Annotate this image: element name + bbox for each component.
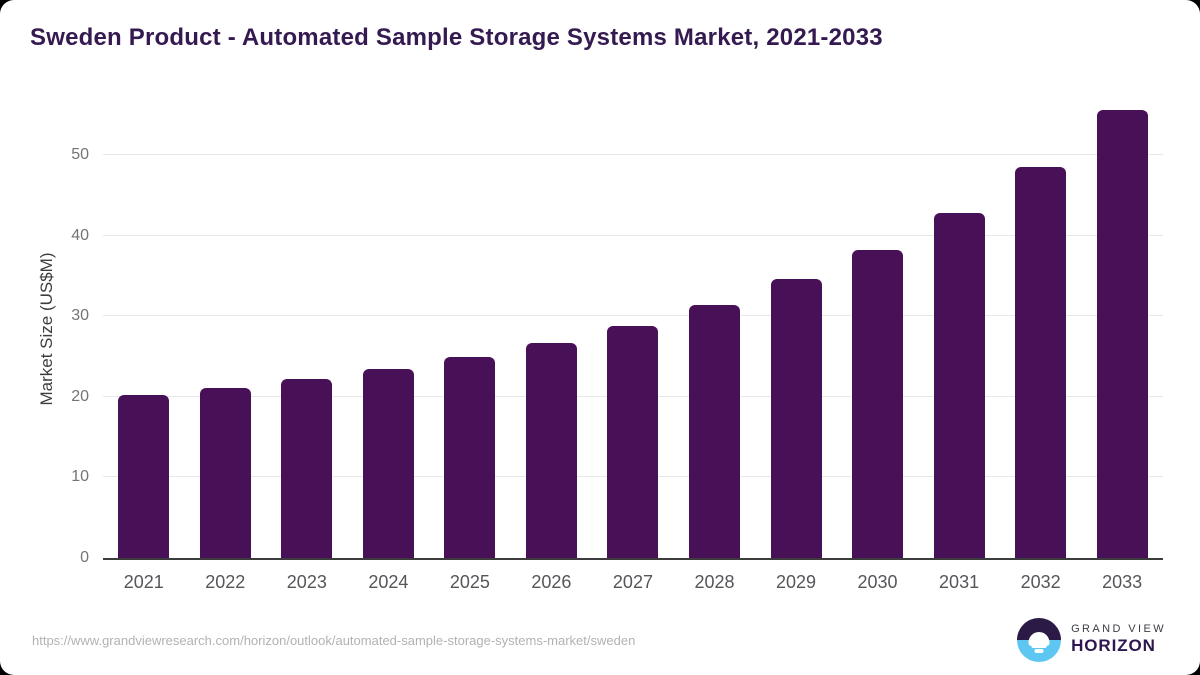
gridline [103, 234, 1163, 236]
bar-2032[interactable] [1015, 167, 1067, 558]
x-axis-label: 2033 [1102, 572, 1143, 592]
logo-sun-dome-icon [1028, 631, 1050, 646]
bar-2025[interactable] [444, 356, 496, 558]
plot-area: 0 10 20 30 40 50 2021 2022 2023 2024 2025 2026 2027 2… [71, 99, 1163, 591]
y-tick-label: 20 [71, 387, 89, 405]
y-tick-label: 10 [71, 468, 89, 486]
y-tick-label: 40 [71, 226, 89, 244]
bar-slot: 2033 [1081, 99, 1163, 591]
bar-2022[interactable] [199, 388, 251, 558]
horizon-logo-icon [1017, 618, 1062, 662]
brand-name-top: GRAND VIEW [1071, 623, 1166, 636]
gridline [103, 315, 1163, 317]
bar-2031[interactable] [933, 213, 985, 558]
y-axis-title: Market Size (US$M) [37, 252, 56, 406]
bar-slot: 2025 [429, 99, 511, 591]
bar-slot: 2026 [511, 99, 593, 591]
bar-slot: 2032 [1000, 99, 1082, 591]
x-axis-label: 2023 [286, 572, 327, 592]
bar-2029[interactable] [770, 278, 822, 558]
bar-2033[interactable] [1096, 110, 1148, 558]
y-tick-label: 50 [71, 146, 89, 164]
x-axis-label: 2031 [939, 572, 980, 592]
bar-slot: 2023 [266, 99, 348, 591]
bar-slot: 2031 [918, 99, 1000, 591]
x-axis-label: 2024 [368, 572, 409, 592]
x-axis-label: 2021 [123, 572, 164, 592]
x-axis-label: 2027 [612, 572, 653, 592]
bar-2028[interactable] [688, 305, 740, 558]
bar-2030[interactable] [852, 250, 904, 558]
brand-name-bottom: HORIZON [1071, 636, 1156, 656]
x-axis-label: 2022 [205, 572, 246, 592]
bar-slot: 2024 [348, 99, 430, 591]
y-tick-label: 30 [71, 307, 89, 325]
chart-title: Sweden Product - Automated Sample Storag… [30, 24, 883, 51]
bar-slot: 2028 [674, 99, 756, 591]
bar-slot: 2022 [185, 99, 267, 591]
bar-slot: 2021 [103, 99, 185, 591]
x-axis-label: 2029 [775, 572, 817, 592]
logo-dash-icon [1031, 644, 1047, 649]
x-axis-label: 2032 [1020, 572, 1061, 592]
source-url: https://www.grandviewresearch.com/horizo… [32, 632, 636, 648]
footer: https://www.grandviewresearch.com/horizo… [32, 615, 1166, 665]
y-tick-label: 0 [80, 549, 89, 566]
x-axis-label: 2026 [531, 572, 572, 592]
x-axis-label: 2028 [694, 572, 735, 592]
bar-2024[interactable] [362, 368, 414, 558]
brand-logo: GRAND VIEW HORIZON [1017, 618, 1166, 662]
x-axis-label: 2030 [857, 572, 898, 592]
bar-2021[interactable] [118, 394, 170, 558]
bar-2027[interactable] [607, 326, 659, 558]
bar-2026[interactable] [525, 343, 577, 558]
bar-slot: 2027 [592, 99, 674, 591]
brand-wordmark: GRAND VIEW HORIZON [1071, 623, 1166, 657]
x-axis-label: 2025 [449, 572, 490, 592]
bar-slot: 2029 [755, 99, 837, 591]
logo-dash-icon [1034, 649, 1044, 653]
bar-slot: 2030 [837, 99, 919, 591]
gridline [103, 154, 1163, 156]
bar-2023[interactable] [281, 379, 333, 558]
